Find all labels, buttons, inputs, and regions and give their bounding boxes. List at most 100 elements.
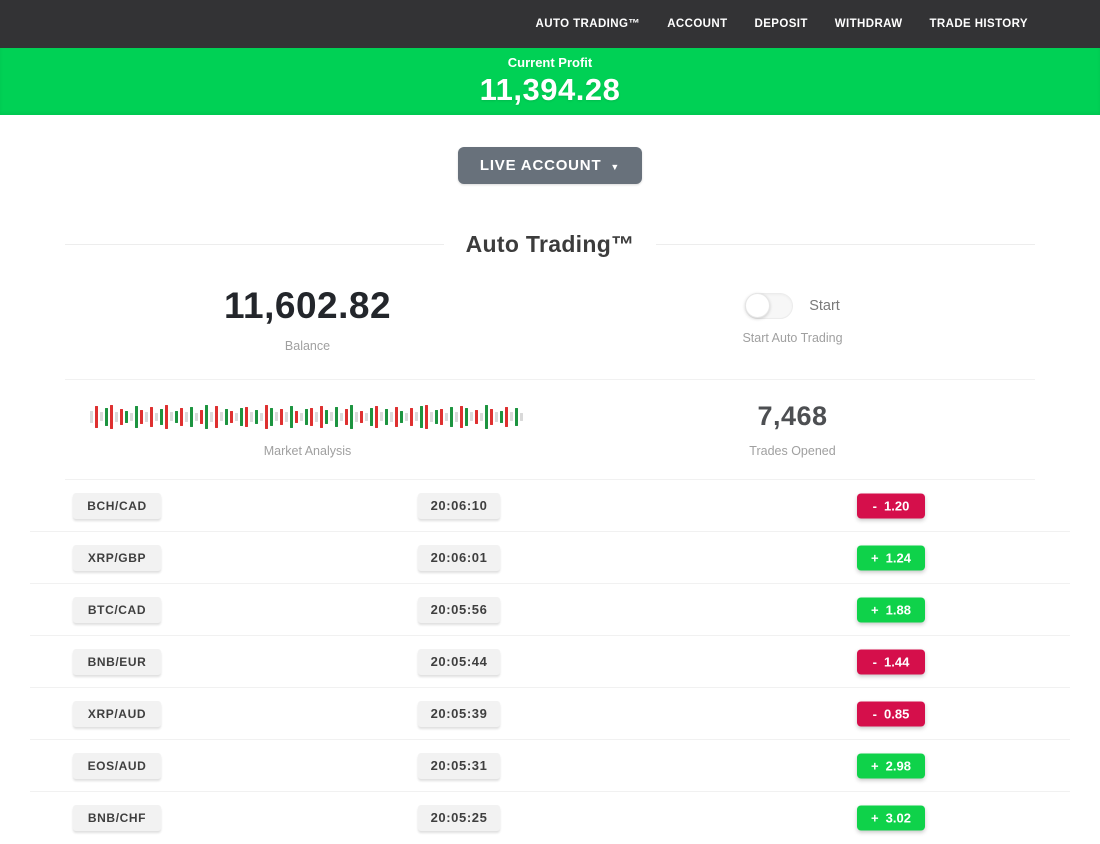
trade-row: XRP/AUD 20:05:39 - 0.85 xyxy=(0,688,1100,740)
nav-item[interactable]: WITHDRAW xyxy=(834,18,903,30)
candle-bar xyxy=(435,409,438,424)
trade-row: BTC/CAD 20:05:56 + 1.88 xyxy=(0,584,1100,636)
trade-row: BCH/CAD 20:06:10 - 1.20 xyxy=(0,480,1100,532)
candle-bar xyxy=(510,412,513,421)
candle-bar xyxy=(380,412,383,421)
candle-bar xyxy=(505,406,508,427)
trade-pair-pill: BNB/EUR xyxy=(73,649,161,675)
trade-time-pill: 20:06:01 xyxy=(418,545,500,571)
candle-bar xyxy=(190,406,193,427)
trade-time-pill: 20:05:44 xyxy=(418,649,500,675)
trade-row: XRP/GBP 20:06:01 + 1.24 xyxy=(0,532,1100,584)
candle-bar xyxy=(365,412,368,421)
candle-bar xyxy=(105,407,108,426)
candle-bar xyxy=(350,404,353,429)
candle-bar xyxy=(160,408,163,425)
trades-opened-stat: 7,468 Trades Opened xyxy=(550,380,1035,479)
trades-opened-value: 7,468 xyxy=(757,401,828,431)
candle-bar xyxy=(140,409,143,424)
candle-bar xyxy=(465,407,468,426)
trade-pair-pill: BCH/CAD xyxy=(73,493,161,519)
trade-result-badge: + 1.24 xyxy=(857,545,925,571)
toggle-label: Start xyxy=(809,297,840,314)
candle-bar xyxy=(155,412,158,421)
candle-bar xyxy=(395,406,398,427)
candle-bar xyxy=(420,405,423,428)
candle-bar xyxy=(520,412,523,421)
candle-bar xyxy=(430,411,433,422)
stats-panel: 11,602.82 Balance Start Start Auto Tradi… xyxy=(65,258,1035,480)
nav-item[interactable]: TRADE HISTORY xyxy=(929,18,1028,30)
candle-bar xyxy=(135,405,138,428)
candle-bar xyxy=(215,405,218,428)
candle-bar xyxy=(170,412,173,421)
candle-bar xyxy=(340,412,343,421)
trade-time-pill: 20:05:31 xyxy=(418,753,500,779)
candle-bar xyxy=(90,410,93,423)
candle-bar xyxy=(185,411,188,422)
candle-bar xyxy=(345,408,348,425)
candle-bar xyxy=(260,412,263,421)
candle-bar xyxy=(230,410,233,423)
candle-bar xyxy=(385,408,388,425)
candle-bar xyxy=(110,404,113,429)
candle-bar xyxy=(220,412,223,421)
nav-item[interactable]: ACCOUNT xyxy=(667,18,728,30)
candle-bar xyxy=(495,411,498,422)
candle-bar xyxy=(445,412,448,421)
candle-bar xyxy=(370,407,373,426)
candle-bar xyxy=(115,411,118,422)
trade-result-badge: - 0.85 xyxy=(857,701,925,727)
candle-bar xyxy=(310,407,313,426)
chevron-down-icon: ▼ xyxy=(610,161,621,172)
candle-bar xyxy=(355,411,358,422)
divider xyxy=(656,244,1035,245)
candle-bar xyxy=(375,405,378,428)
nav-item[interactable]: DEPOSIT xyxy=(754,18,808,30)
trade-result-sign: + xyxy=(871,810,879,826)
candle-bar xyxy=(335,406,338,427)
trade-result-sign: + xyxy=(871,602,879,618)
trade-row: EOS/AUD 20:05:31 + 2.98 xyxy=(0,740,1100,792)
trades-opened-label: Trades Opened xyxy=(749,444,836,458)
candle-bar xyxy=(485,404,488,429)
candle-bar xyxy=(460,405,463,428)
trade-pair-pill: BNB/CHF xyxy=(73,805,161,831)
start-auto-trading-toggle[interactable] xyxy=(745,292,794,319)
start-auto-trading-label: Start Auto Trading xyxy=(742,330,843,345)
trade-result-amount: 1.88 xyxy=(885,602,911,618)
candle-bar xyxy=(130,412,133,421)
candle-bar xyxy=(200,409,203,424)
candle-bar xyxy=(290,405,293,428)
nav-item[interactable]: AUTO TRADING™ xyxy=(535,18,641,30)
trade-result-sign: - xyxy=(872,706,878,722)
candle-bar xyxy=(470,412,473,421)
candle-bar xyxy=(120,408,123,425)
candle-bar xyxy=(480,412,483,421)
trade-result-amount: 1.44 xyxy=(884,654,910,670)
trade-time-pill: 20:05:56 xyxy=(418,597,500,623)
section-heading-row: Auto Trading™ xyxy=(65,231,1035,258)
toggle-knob xyxy=(745,292,771,318)
trade-result-badge: + 2.98 xyxy=(857,753,925,779)
candle-bar xyxy=(180,407,183,426)
trade-result-amount: 1.24 xyxy=(885,550,911,566)
trade-result-badge: + 1.88 xyxy=(857,597,925,623)
candle-bar xyxy=(440,408,443,425)
candle-bar xyxy=(305,408,308,425)
live-account-label: LIVE ACCOUNT xyxy=(479,157,602,174)
candle-bar xyxy=(500,410,503,423)
candle-bar xyxy=(270,407,273,426)
trade-result-amount: 0.85 xyxy=(884,706,910,722)
trade-row: BNB/CHF 20:05:25 + 3.02 xyxy=(0,792,1100,844)
candle-bar xyxy=(265,404,268,429)
candle-bar xyxy=(240,407,243,426)
live-account-dropdown-button[interactable]: LIVE ACCOUNT ▼ xyxy=(457,147,643,184)
candle-bar xyxy=(145,411,148,422)
market-analysis-stat: Market Analysis xyxy=(65,380,550,479)
auto-trading-stat: Start Start Auto Trading xyxy=(550,258,1035,379)
candle-bar xyxy=(175,410,178,423)
candle-bar xyxy=(150,406,153,427)
recent-trades-list: BCH/CAD 20:06:10 - 1.20 XRP/GBP 20:06:01… xyxy=(0,480,1100,844)
candle-bar xyxy=(255,409,258,424)
